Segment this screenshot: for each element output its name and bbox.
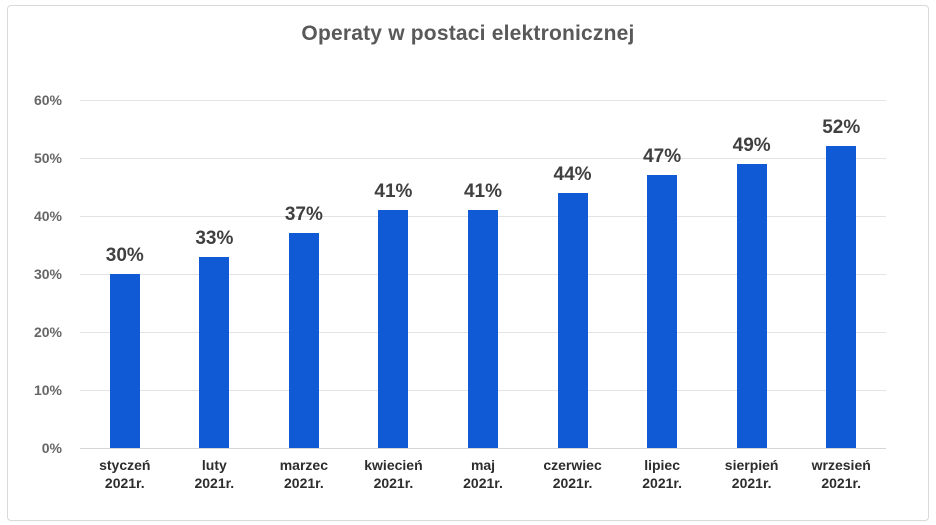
x-tick-label: maj 2021r. xyxy=(437,456,529,492)
bar-value-label: 30% xyxy=(105,245,144,266)
bar-value-label: 33% xyxy=(195,227,234,249)
bar xyxy=(288,233,319,448)
x-tick-month: maj xyxy=(470,457,496,473)
x-tick-label: styczeń 2021r. xyxy=(79,456,171,492)
x-tick-year: 2021r. xyxy=(104,475,145,491)
x-tick-year: 2021r. xyxy=(284,475,324,491)
y-tick-label: 30% xyxy=(33,266,62,282)
plot-area: 30% 33% 37% 41% 41% 44% 47% 49% 52% xyxy=(80,100,886,449)
x-tick-label: czerwiec 2021r. xyxy=(527,456,619,492)
x-tick-month: styczeń xyxy=(99,457,151,473)
x-tick-month: lipiec xyxy=(644,457,680,473)
x-tick-label: sierpień 2021r. xyxy=(706,456,798,492)
bar-value-label: 41% xyxy=(374,181,413,203)
x-tick-year: 2021r. xyxy=(552,475,593,491)
bar xyxy=(557,192,588,448)
x-tick-year: 2021r. xyxy=(642,475,682,491)
bar xyxy=(199,256,230,448)
bar xyxy=(647,175,678,448)
bar xyxy=(736,163,767,448)
bar xyxy=(378,210,409,448)
y-tick-label: 20% xyxy=(33,324,62,340)
x-tick-year: 2021r. xyxy=(731,475,772,491)
chart-frame: Operaty w postaci elektronicznej 30% 33% 3… xyxy=(7,5,929,521)
bar-value-label: 44% xyxy=(553,163,592,185)
x-tick-label: lipiec 2021r. xyxy=(616,456,708,492)
y-tick-label: 40% xyxy=(33,208,62,224)
bar-value-label: 37% xyxy=(284,204,323,226)
x-tick-month: czerwiec xyxy=(543,457,602,473)
y-tick-label: 10% xyxy=(33,382,62,398)
bar xyxy=(826,146,857,448)
x-tick-month: sierpień xyxy=(724,457,779,473)
x-tick-year: 2021r. xyxy=(463,475,503,491)
bar xyxy=(468,210,498,448)
bar-value-label: 52% xyxy=(822,117,861,139)
x-tick-month: kwiecień xyxy=(364,457,423,473)
x-tick-year: 2021r. xyxy=(194,475,235,491)
x-tick-year: 2021r. xyxy=(373,475,414,491)
bar-value-label: 49% xyxy=(732,134,771,156)
y-tick-label: 60% xyxy=(33,92,62,108)
x-tick-label: marzec 2021r. xyxy=(258,456,350,492)
gridline xyxy=(80,100,886,101)
y-tick-label: 0% xyxy=(41,440,62,456)
x-tick-month: marzec xyxy=(279,457,328,473)
gridline xyxy=(80,448,886,449)
x-tick-label: wrzesień 2021r. xyxy=(795,456,887,492)
bar-value-label: 47% xyxy=(643,146,682,168)
x-tick-month: wrzesień xyxy=(811,457,871,473)
x-tick-month: luty xyxy=(201,457,227,473)
x-tick-label: kwiecień 2021r. xyxy=(347,456,439,492)
bar xyxy=(109,274,140,448)
bar-value-label: 41% xyxy=(463,181,503,203)
x-tick-year: 2021r. xyxy=(821,475,862,491)
chart-title: Operaty w postaci elektronicznej xyxy=(301,22,635,45)
y-tick-label: 50% xyxy=(33,150,62,166)
gridline xyxy=(80,158,886,159)
x-tick-label: luty 2021r. xyxy=(168,456,260,492)
